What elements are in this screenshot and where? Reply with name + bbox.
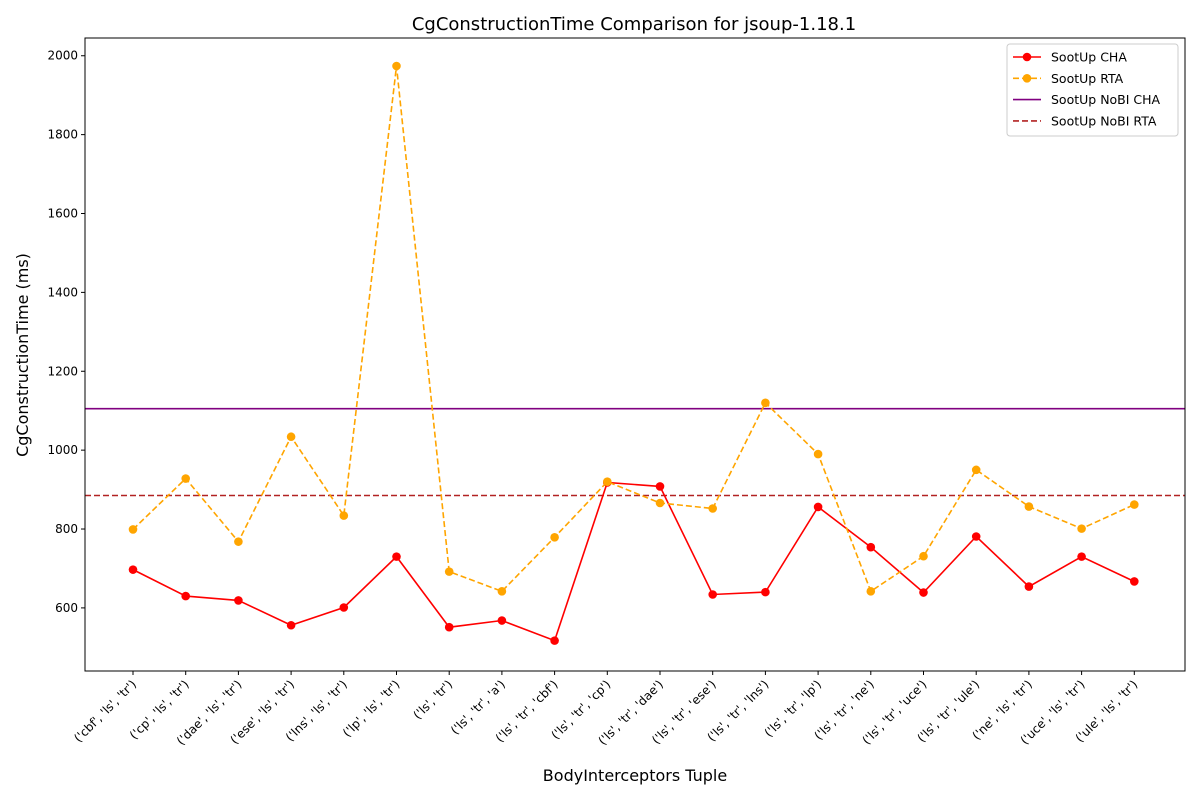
data-point-cha	[128, 565, 138, 574]
data-point-rta	[603, 477, 612, 486]
legend-label-sootup-nobi-cha: SootUp NoBI CHA	[1051, 92, 1161, 107]
y-tick-label: 1600	[47, 207, 78, 221]
data-point-cha	[444, 622, 454, 632]
y-tick-label: 1800	[47, 128, 78, 142]
data-point-cha	[392, 552, 401, 561]
y-tick-label: 800	[55, 522, 78, 536]
data-point-rta	[286, 432, 296, 442]
data-point-cha	[971, 532, 981, 541]
x-axis-title: BodyInterceptors Tuple	[543, 766, 727, 785]
data-point-cha	[813, 502, 823, 512]
data-point-rta	[813, 449, 823, 459]
data-point-rta	[866, 587, 876, 596]
legend-box	[1006, 43, 1179, 137]
data-point-rta	[1024, 502, 1034, 511]
data-point-rta	[550, 533, 559, 542]
data-point-rta	[128, 525, 138, 534]
data-point-cha	[866, 542, 876, 552]
y-tick-label: 2000	[47, 49, 78, 63]
data-point-cha	[655, 482, 665, 491]
data-point-cha	[1077, 552, 1086, 561]
data-point-rta	[181, 474, 190, 483]
data-point-rta	[1130, 500, 1139, 509]
data-point-cha	[708, 590, 717, 599]
data-point-rta	[708, 504, 717, 513]
data-point-rta	[919, 551, 928, 561]
data-point-cha	[234, 596, 243, 605]
data-point-rta	[971, 465, 981, 475]
data-point-rta	[497, 587, 507, 596]
data-point-cha	[181, 591, 190, 601]
y-tick-label: 1400	[47, 285, 78, 299]
legend-marker-sootup-cha	[1022, 52, 1032, 62]
data-point-cha	[1130, 577, 1139, 586]
data-point-cha	[286, 620, 296, 630]
legend-label-sootup-rta: SootUp RTA	[1051, 71, 1124, 86]
legend-label-sootup-cha: SootUp CHA	[1051, 50, 1127, 65]
data-point-cha	[919, 588, 928, 597]
y-axis-title: CgConstructionTime (ms)	[13, 253, 32, 457]
data-point-rta	[1077, 524, 1086, 533]
y-tick-label: 600	[55, 601, 78, 615]
data-point-rta	[655, 498, 665, 508]
y-tick-label: 1200	[47, 364, 78, 378]
y-axis: 600 800 1000 1200 1400 1600 1800 2000	[47, 49, 85, 615]
data-point-rta	[444, 567, 454, 576]
series-line-cha	[132, 481, 1135, 642]
data-point-rta	[234, 537, 243, 546]
data-point-rta	[761, 398, 770, 408]
legend: SootUp CHA SootUp RTA SootUp NoBI CHA SootU…	[1006, 43, 1179, 137]
chart-title: CgConstructionTime Comparison for jsoup-…	[412, 14, 856, 35]
y-tick-label: 1000	[47, 443, 78, 457]
data-point-cha	[339, 603, 349, 612]
data-point-cha	[1024, 582, 1034, 591]
legend-label-sootup-nobi-rta: SootUp NoBI RTA	[1051, 113, 1157, 128]
data-point-cha	[550, 636, 559, 645]
plot-area	[85, 61, 1185, 645]
data-point-rta	[339, 511, 349, 520]
data-point-rta	[392, 61, 401, 71]
plot-frame	[84, 37, 1186, 672]
legend-marker-sootup-rta	[1022, 74, 1032, 83]
data-point-cha	[761, 587, 770, 597]
data-point-cha	[497, 616, 507, 625]
series-line-rta	[132, 65, 1135, 593]
